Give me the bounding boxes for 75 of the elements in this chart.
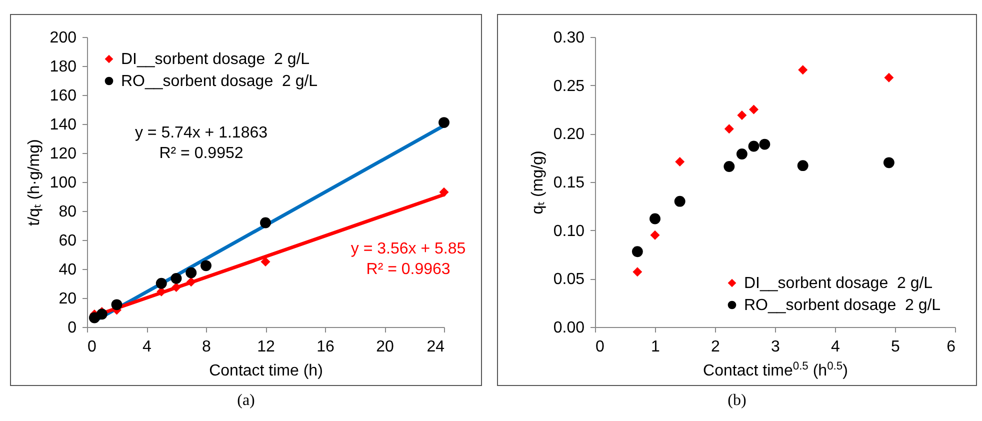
point <box>172 282 181 292</box>
x-tick-label: 0 <box>88 338 96 356</box>
y-tick-label: 120 <box>50 146 77 162</box>
point <box>759 138 770 150</box>
y-tick-label: 80 <box>58 204 77 220</box>
x-tick-label: 1 <box>651 338 660 356</box>
point <box>797 160 808 172</box>
legend-label: DI__sorbent dosage 2 g/L <box>121 51 310 68</box>
annotation: R² = 0.9952 <box>159 145 244 162</box>
x-tick-label: 5 <box>891 338 900 356</box>
y-tick-label: 60 <box>58 232 77 250</box>
text: (b) <box>726 392 748 410</box>
x-tick-label: 6 <box>946 338 956 356</box>
point <box>798 65 808 75</box>
point <box>883 157 894 168</box>
point <box>260 217 271 228</box>
y-tick-label: 180 <box>50 58 77 76</box>
legend-label: DI__sorbent dosage 2 g/L <box>744 275 933 292</box>
y-tick-label: 160 <box>50 88 77 104</box>
y-tick-label: 100 <box>50 174 77 192</box>
point <box>650 230 660 240</box>
point <box>724 161 735 172</box>
x-tick-label: 4 <box>831 338 840 356</box>
point <box>186 277 196 287</box>
legend-label: RO__sorbent dosage 2 g/L <box>744 297 941 314</box>
point <box>675 156 685 166</box>
y-tick-label: 40 <box>58 262 77 278</box>
point <box>260 257 270 266</box>
point <box>650 213 660 224</box>
point <box>111 299 122 310</box>
y-tick-label: 0.10 <box>553 222 585 240</box>
point <box>438 117 450 128</box>
x-tick-label: 8 <box>202 338 212 356</box>
point <box>749 104 759 114</box>
point <box>736 148 748 160</box>
x-axis-title: Contact time (h) <box>209 362 323 380</box>
text: (a) <box>236 392 256 410</box>
x-tick-label: 0 <box>596 338 604 356</box>
y-tick-label: 20 <box>58 290 77 308</box>
point <box>439 187 449 197</box>
x-tick-label: 16 <box>316 338 334 356</box>
point <box>200 260 212 272</box>
y-tick-label: 0.05 <box>553 271 585 288</box>
y-axis-title: t/qₜ (h·g/mg) <box>26 139 43 226</box>
point <box>737 110 747 120</box>
y-axis-title: qₜ (mg/g) <box>529 150 546 214</box>
annotation: y = 3.56x + 5.85 <box>350 240 466 258</box>
x-axis-title: Contact time$^{0.5}$ (h$^{0.5}$) <box>703 360 848 380</box>
y-tick-label: 0.15 <box>553 174 585 192</box>
y-tick-label: 140 <box>50 116 77 134</box>
y-tick-label: 0 <box>68 320 77 336</box>
legend-label: RO__sorbent dosage 2 g/L <box>121 73 318 90</box>
x-tick-label: 3 <box>771 338 780 356</box>
point <box>156 278 167 289</box>
y-tick-label: 0.20 <box>553 126 585 144</box>
y-tick-label: 200 <box>50 30 77 46</box>
x-tick-label: 24 <box>426 338 445 356</box>
y-tick-label: 0.00 <box>553 320 585 336</box>
y-tick-label: 0.25 <box>553 78 585 95</box>
point <box>674 196 686 207</box>
y-tick-label: 0.30 <box>553 30 585 46</box>
x-tick-label: 12 <box>257 338 275 356</box>
point <box>724 124 734 134</box>
point <box>632 246 643 258</box>
point <box>186 267 197 278</box>
point <box>170 272 182 284</box>
annotation: y = 5.74x + 1.1863 <box>134 124 268 142</box>
x-tick-label: 20 <box>376 338 394 356</box>
point <box>748 140 760 152</box>
point <box>96 308 108 320</box>
point <box>884 72 894 82</box>
point <box>632 267 642 277</box>
x-tick-label: 2 <box>711 338 720 356</box>
annotation: R² = 0.9963 <box>366 261 450 278</box>
x-tick-label: 4 <box>142 338 152 356</box>
